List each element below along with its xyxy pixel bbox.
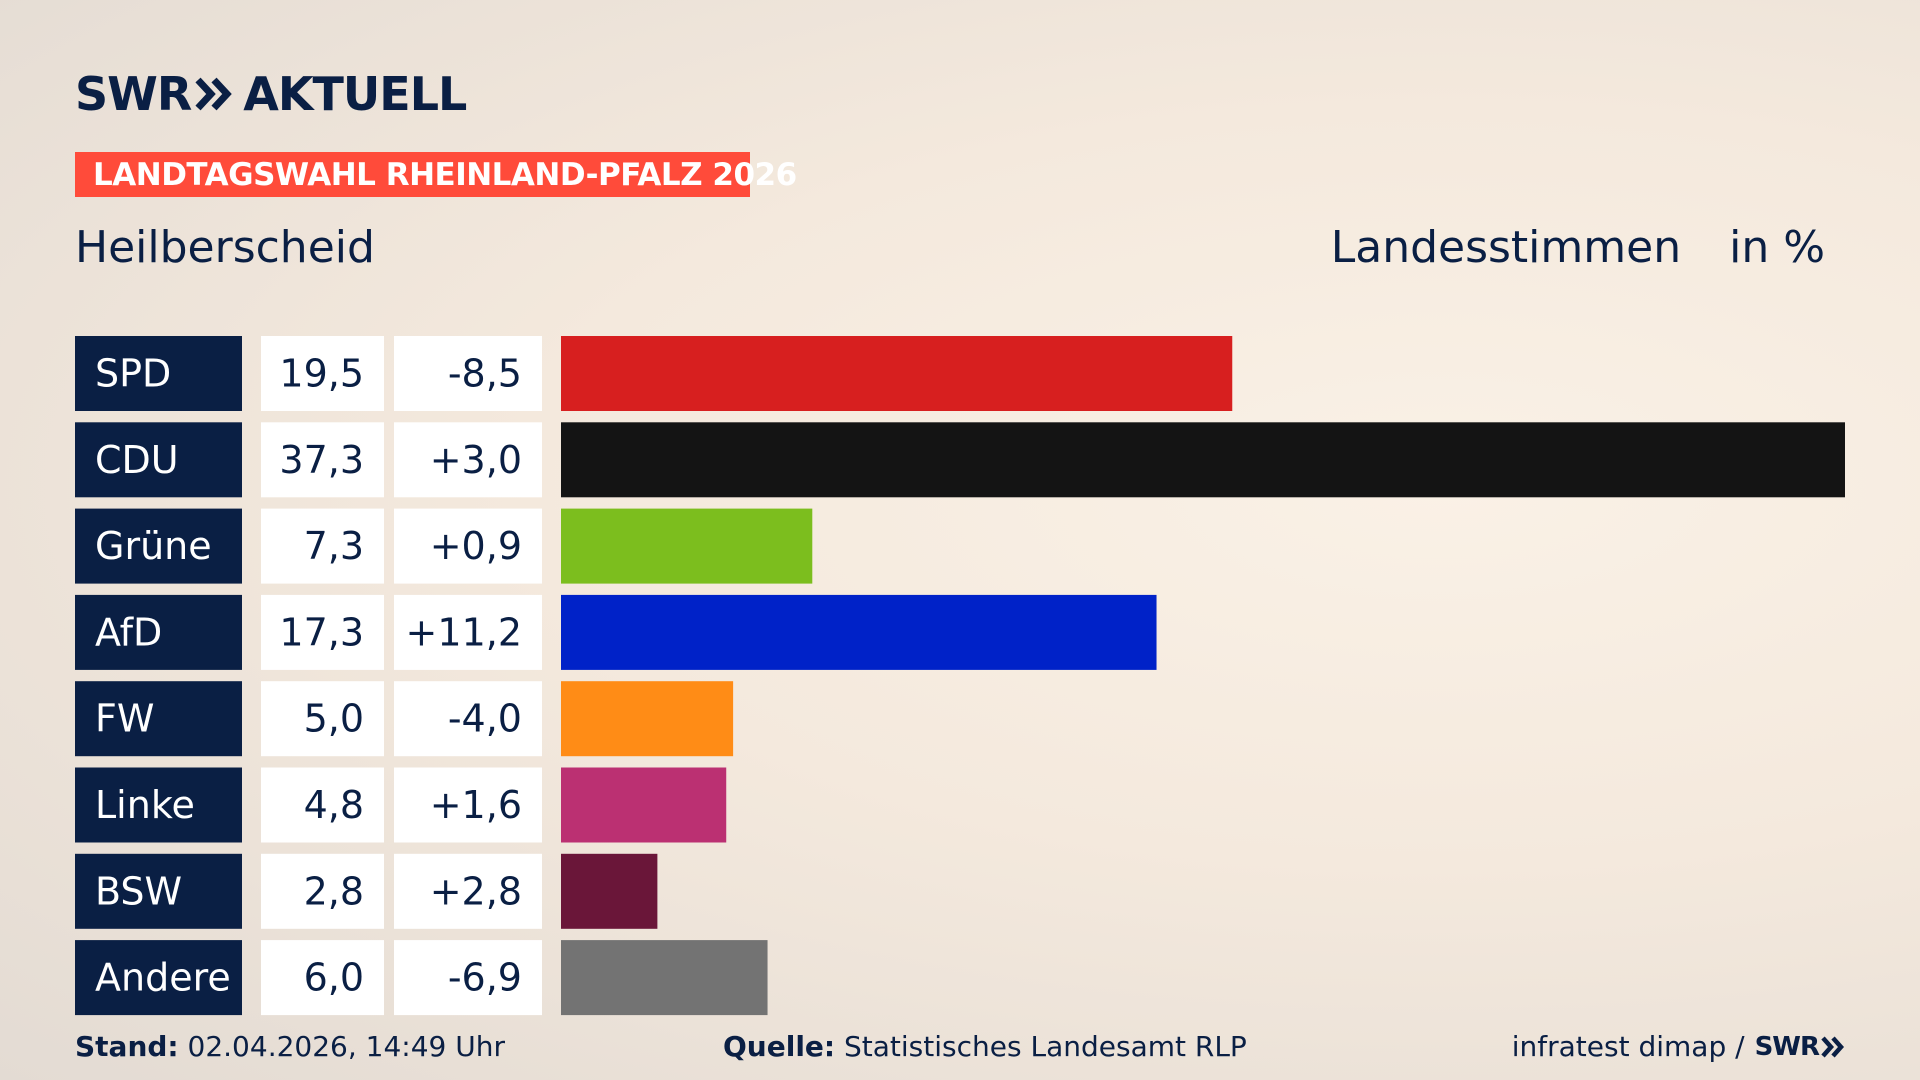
change-box (394, 508, 542, 584)
party-label: CDU (95, 438, 179, 482)
party-label-box (75, 853, 242, 929)
change-label: -6,9 (448, 956, 522, 1000)
row-cdu: CDU 37,3 +3,0 (75, 422, 1845, 498)
swr-aktuell-logo: SWR AKTUELL (75, 67, 467, 121)
party-label: BSW (95, 869, 182, 913)
metric-label: Landesstimmen (1330, 222, 1682, 273)
logo-aktuell-text: AKTUELL (243, 67, 467, 121)
change-label: +1,6 (430, 783, 522, 827)
bar-grüne (561, 508, 813, 584)
place-title: Heilberscheid (75, 222, 375, 273)
election-badge: LANDTAGSWAHL RHEINLAND-PFALZ 2026 (75, 152, 797, 197)
party-label-box (75, 508, 242, 584)
value-box (261, 853, 384, 929)
bar-cdu (561, 422, 1845, 498)
change-label: -8,5 (448, 352, 522, 396)
footer-stand: Stand: 02.04.2026, 14:49 Uhr (75, 1030, 505, 1063)
row-spd: SPD 19,5 -8,5 (75, 336, 1233, 411)
change-box (394, 681, 542, 757)
party-label: Linke (95, 783, 195, 827)
change-box (394, 940, 542, 1016)
logo-swr-text: SWR (75, 67, 192, 121)
value-box (261, 594, 384, 670)
credit-logo-text: SWR (1754, 1031, 1820, 1062)
footer-credit: infratest dimap / SWR (1512, 1030, 1845, 1063)
footer-source: Quelle: Statistisches Landesamt RLP (723, 1030, 1247, 1063)
row-linke: Linke 4,8 +1,6 (75, 767, 727, 843)
party-label: SPD (95, 352, 171, 396)
source-value: Statistisches Landesamt RLP (844, 1030, 1247, 1063)
row-andere: Andere 6,0 -6,9 (75, 940, 768, 1016)
party-label-box (75, 336, 242, 411)
value-box (261, 940, 384, 1016)
value-label: 4,8 (304, 783, 364, 827)
change-box (394, 422, 542, 498)
stand-label: Stand: (75, 1030, 179, 1063)
change-label: +3,0 (430, 438, 522, 482)
bar-spd (561, 336, 1233, 411)
party-label-box (75, 422, 242, 498)
party-label-box (75, 767, 242, 843)
value-label: 2,8 (304, 869, 364, 913)
party-label: Grüne (95, 524, 212, 568)
row-fw: FW 5,0 -4,0 (75, 681, 734, 757)
bar-andere (561, 940, 768, 1016)
value-label: 5,0 (304, 697, 364, 741)
metric-heading: Landesstimmen in % (1331, 222, 1825, 273)
double-chevron-icon (195, 77, 233, 111)
change-label: +11,2 (406, 610, 522, 654)
value-box (261, 508, 384, 584)
bar-linke (561, 767, 727, 843)
value-label: 37,3 (279, 438, 364, 482)
row-bsw: BSW 2,8 +2,8 (75, 853, 658, 929)
value-box (261, 336, 384, 411)
double-chevron-small-icon (1821, 1036, 1845, 1057)
row-grüne: Grüne 7,3 +0,9 (75, 508, 813, 584)
value-label: 17,3 (279, 610, 364, 654)
party-label-box (75, 940, 242, 1016)
value-label: 19,5 (279, 352, 364, 396)
value-label: 6,0 (304, 956, 364, 1000)
bar-bsw (561, 853, 658, 929)
change-label: -4,0 (448, 697, 522, 741)
stand-value: 02.04.2026, 14:49 Uhr (187, 1030, 505, 1063)
change-box (394, 594, 542, 670)
change-box (394, 767, 542, 843)
row-afd: AfD 17,3 +11,2 (75, 594, 1157, 670)
party-label-box (75, 594, 242, 670)
party-label-box (75, 681, 242, 757)
value-box (261, 767, 384, 843)
change-label: +0,9 (430, 524, 522, 568)
bar-afd (561, 594, 1157, 670)
party-label: FW (95, 697, 154, 741)
change-label: +2,8 (430, 869, 522, 913)
bar-fw (561, 681, 734, 757)
change-box (394, 853, 542, 929)
value-box (261, 681, 384, 757)
value-box (261, 422, 384, 498)
metric-unit: in % (1729, 222, 1825, 273)
change-box (394, 336, 542, 411)
value-label: 7,3 (304, 524, 364, 568)
party-label: AfD (95, 610, 162, 654)
source-label: Quelle: (723, 1030, 836, 1063)
party-label: Andere (95, 956, 231, 1000)
credit-text: infratest dimap / (1511, 1030, 1745, 1063)
